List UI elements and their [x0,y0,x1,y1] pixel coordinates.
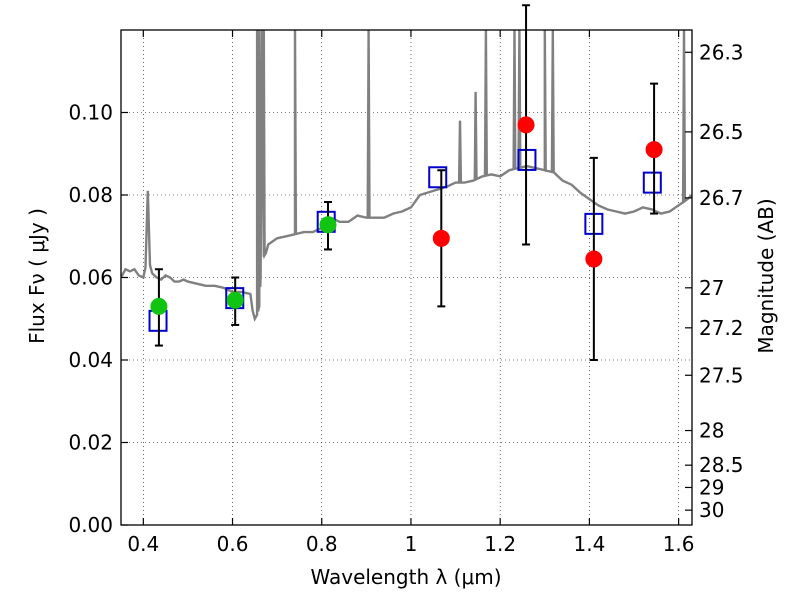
y-tick-label: 0.06 [68,266,113,290]
y2-tick-label: 27.2 [699,316,744,340]
photometry-point [645,141,663,159]
model-square-marker [642,171,662,194]
y2-tick-label: 30 [699,498,724,522]
y-tick-label: 0.10 [68,101,113,125]
y2-tick-label: 26.5 [699,120,744,144]
spectrum-layer [121,30,692,322]
y-tick-label: 0.08 [68,183,113,207]
photometry-point [585,250,603,268]
photometry-point [319,216,337,234]
x-tick-label: 0.4 [127,532,159,556]
tick-layer: 0.4 0.6 0.8 1 1.2 1.4 1.6 0.00 0.02 0.04 0.06 0.08 0… [68,30,744,556]
y2-tick-label: 26.3 [699,40,744,64]
y2-axis-label: Magnitude (AB) [754,198,778,353]
x-tick-label: 1.6 [663,532,695,556]
x-tick-label: 0.6 [217,532,249,556]
y2-tick-label: 27.5 [699,363,744,387]
y-tick-label: 0.04 [68,348,113,372]
photometry-point [226,291,244,309]
y-tick-label: 0.00 [68,513,113,537]
x-tick-label: 0.8 [306,532,338,556]
y2-tick-label: 29 [699,475,724,499]
x-axis-label: Wavelength λ (μm) [310,565,501,589]
grid [121,30,692,526]
x-tick-label: 1 [405,532,418,556]
y2-tick-label: 28 [699,419,724,443]
photometry-point [432,229,450,247]
data-points-layer [148,4,663,361]
y-tick-label: 0.02 [68,431,113,455]
y2-tick-label: 26.7 [699,186,744,210]
x-tick-label: 1.2 [484,532,516,556]
spectrum-line [121,30,692,322]
x-tick-label: 1.4 [573,532,605,556]
photometry-point [517,116,535,134]
photometry-point [150,297,168,315]
y2-tick-label: 27 [699,276,724,300]
model-square-marker [428,166,448,189]
y-axis-label: Flux Fν ( μJy ) [25,208,49,344]
y2-tick-label: 28.5 [699,453,744,477]
plot-frame [120,29,693,526]
